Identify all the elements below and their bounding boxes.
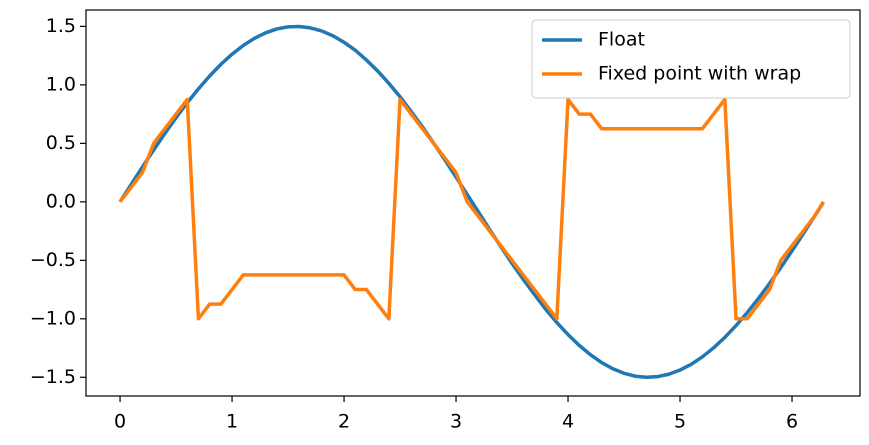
x-tick-label: 1 (226, 411, 238, 433)
y-tick-label: 1.5 (46, 15, 76, 37)
y-tick-label: 0.5 (46, 132, 76, 154)
line-series (118, 24, 825, 380)
x-tick-label: 0 (114, 411, 126, 433)
x-tick-label: 3 (450, 411, 462, 433)
y-tick-label: 1.0 (46, 73, 76, 95)
x-tick-label: 4 (562, 411, 574, 433)
x-tick-label: 5 (674, 411, 686, 433)
y-tick-label: −1.5 (30, 366, 76, 388)
legend-label: Float (598, 29, 645, 51)
y-tick-label: −1.0 (30, 307, 76, 329)
y-tick-label: −0.5 (30, 249, 76, 271)
legend-box (531, 19, 851, 99)
x-tick-label: 2 (338, 411, 350, 433)
x-tick-label: 6 (786, 411, 798, 433)
legend-label: Fixed point with wrap (598, 63, 801, 85)
line-series (118, 97, 825, 321)
y-tick-label: 0.0 (46, 190, 76, 212)
plot-frame (85, 9, 861, 397)
